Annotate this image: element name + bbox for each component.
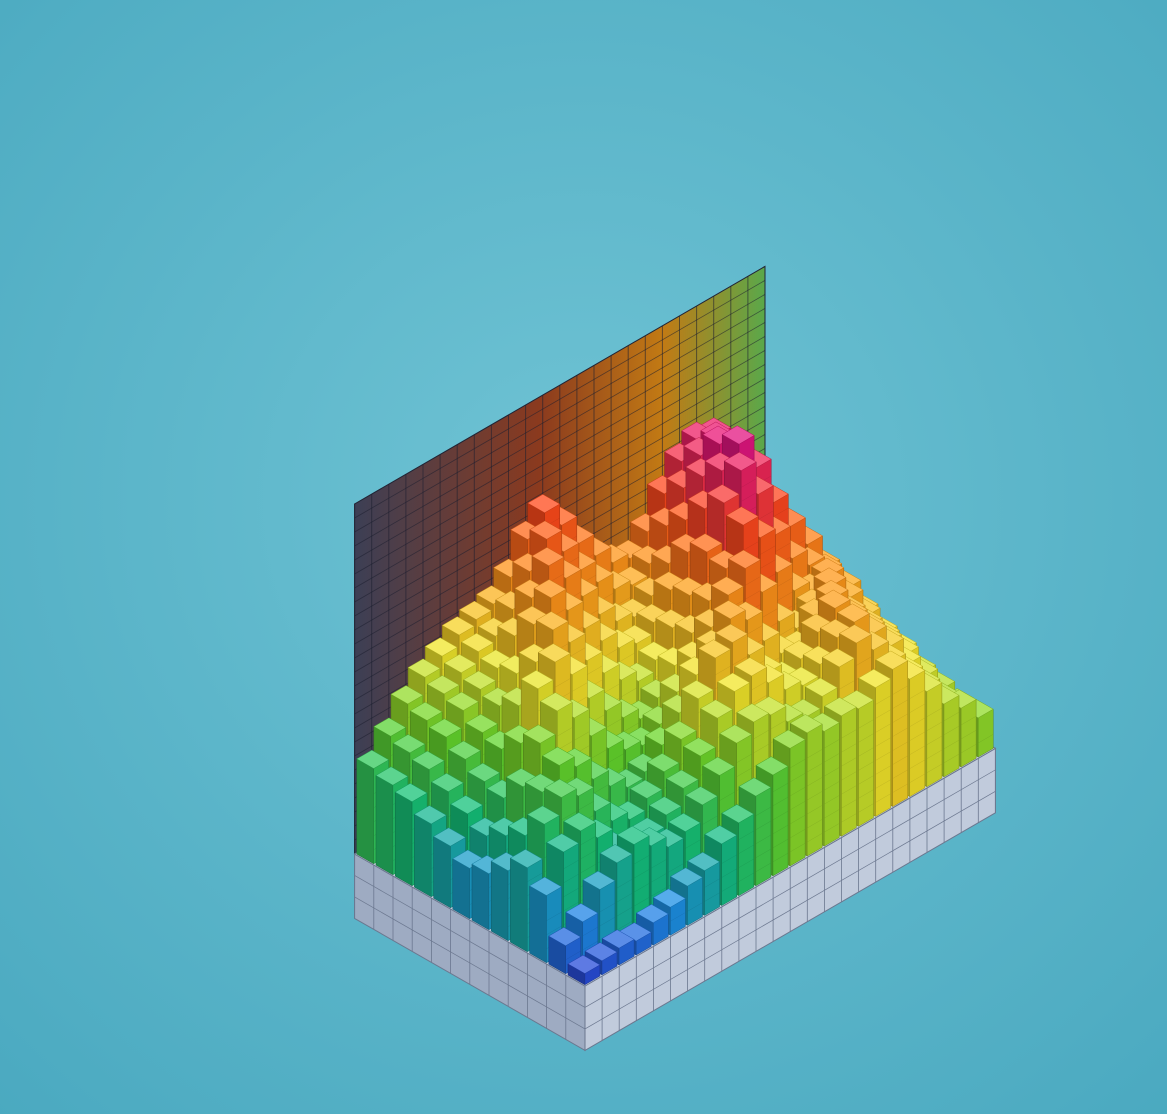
bar [567,954,601,986]
bars [356,417,994,986]
